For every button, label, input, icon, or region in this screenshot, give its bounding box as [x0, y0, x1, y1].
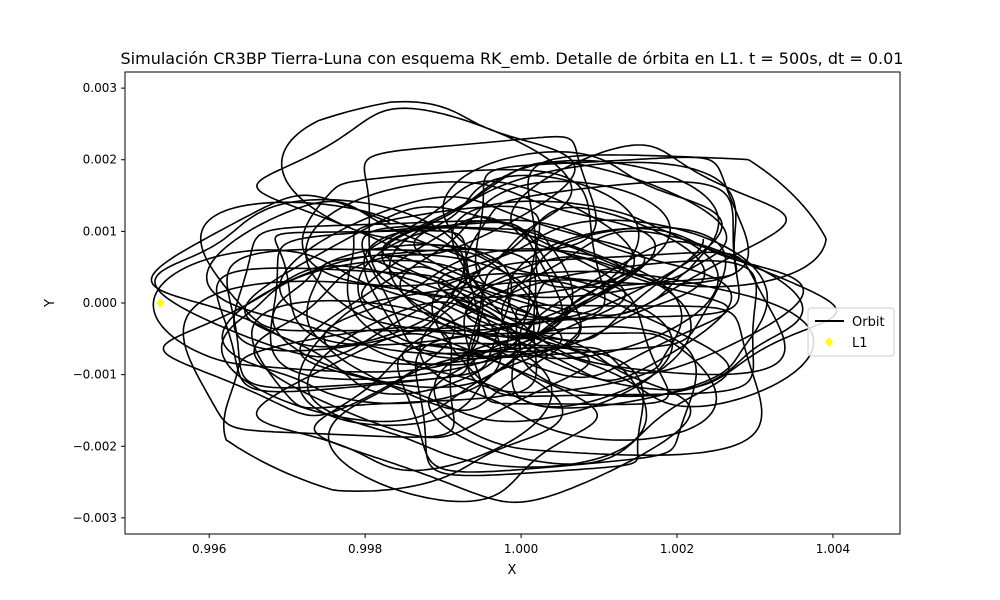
- y-tick-label: −0.001: [73, 368, 117, 382]
- y-tick-label: −0.002: [73, 439, 117, 453]
- y-axis-ticks: −0.003 −0.002 −0.001 0.000 0.001 0.002 0.003: [73, 81, 125, 525]
- y-tick-label: 0.001: [83, 224, 117, 238]
- y-tick-label: 0.003: [83, 81, 117, 95]
- orbit-segment: [182, 217, 769, 504]
- legend-l1-swatch: [825, 337, 833, 347]
- x-tick-label: 1.000: [504, 542, 538, 556]
- x-axis-ticks: 0.996 0.998 1.000 1.002 1.004: [192, 534, 850, 556]
- plot-area: [124, 71, 901, 535]
- legend-orbit-label: Orbit: [852, 315, 885, 330]
- y-tick-label: −0.003: [73, 511, 117, 525]
- y-tick-label: 0.002: [83, 153, 117, 167]
- legend-l1-label: L1: [852, 336, 868, 351]
- orbit-segment: [253, 181, 730, 473]
- orbit-line: [150, 100, 838, 504]
- x-tick-label: 0.996: [192, 542, 226, 556]
- l1-markers: [156, 298, 165, 308]
- l1-marker: [156, 298, 165, 308]
- x-tick-label: 0.998: [348, 542, 382, 556]
- y-axis-label: Y: [43, 299, 58, 308]
- y-tick-label: 0.000: [83, 296, 117, 310]
- legend: Orbit L1: [807, 307, 895, 357]
- orbit-segment: [220, 151, 750, 423]
- x-tick-label: 1.004: [816, 542, 850, 556]
- orbit-segment: [150, 194, 805, 412]
- orbit-segment: [256, 100, 692, 408]
- orbit-segment: [251, 180, 729, 503]
- x-tick-label: 1.002: [660, 542, 694, 556]
- x-axis-label: X: [508, 563, 517, 578]
- chart-title: Simulación CR3BP Tierra-Luna con esquema…: [121, 49, 904, 69]
